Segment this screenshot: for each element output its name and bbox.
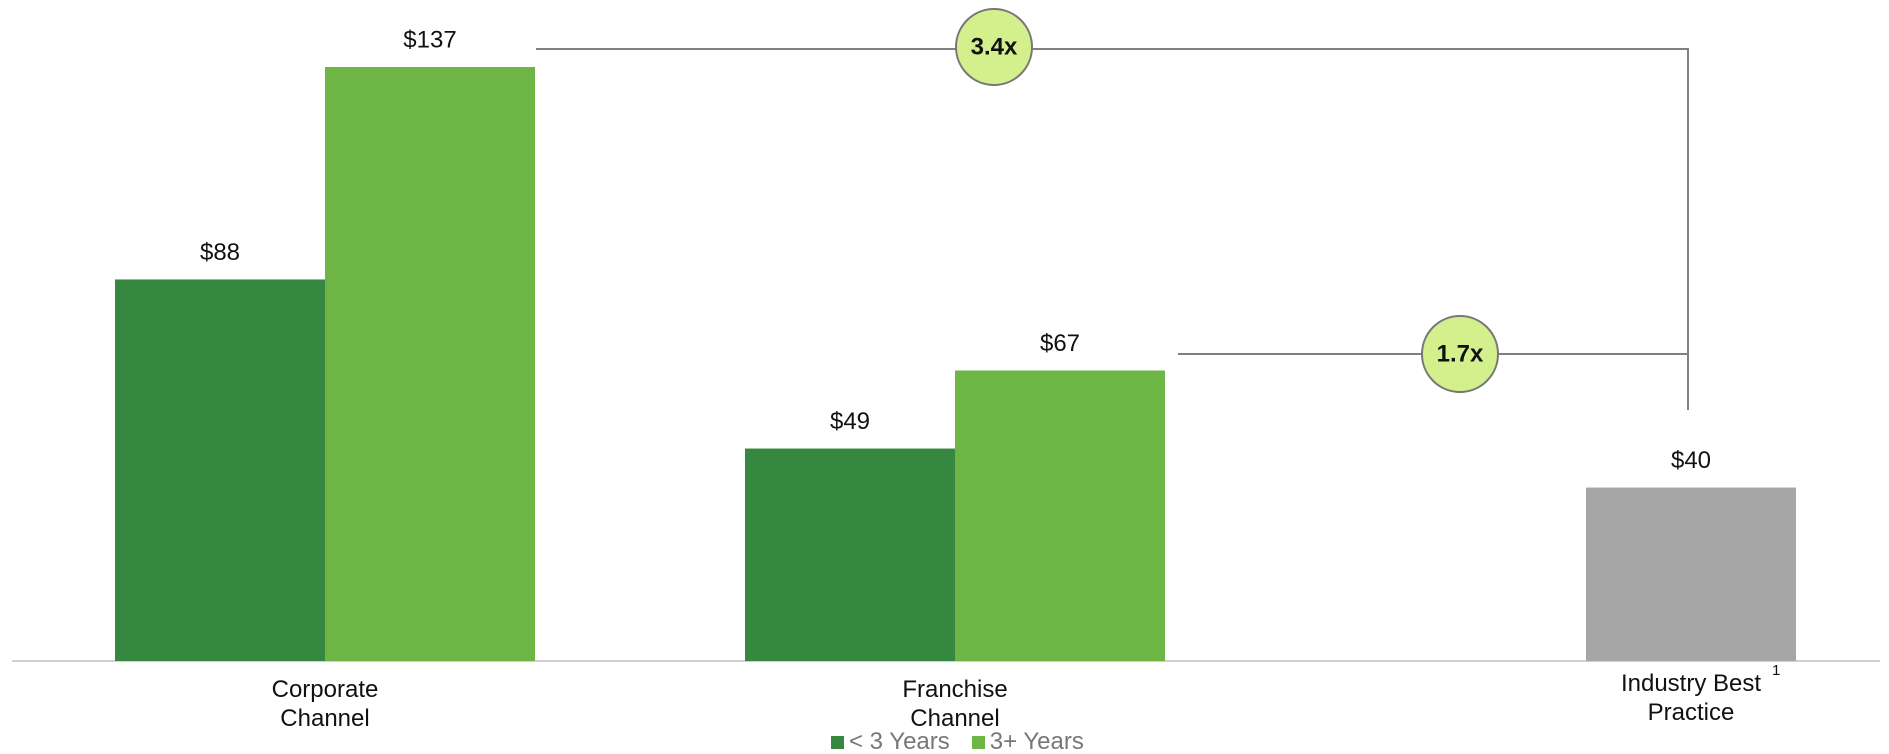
x-tick-label: Industry Best Practice bbox=[1620, 670, 1762, 726]
bar bbox=[955, 370, 1165, 661]
annotation-badge bbox=[955, 8, 1033, 86]
value-label: $67 bbox=[1040, 330, 1080, 357]
bracket bbox=[536, 48, 1689, 410]
value-label: $40 bbox=[1671, 447, 1711, 474]
legend-item: 3+ Years bbox=[971, 728, 1084, 754]
bar bbox=[1586, 487, 1796, 661]
value-label: $137 bbox=[403, 26, 456, 53]
annotation: 3.4x bbox=[971, 33, 1018, 60]
value-label: $49 bbox=[830, 408, 870, 435]
x-tick-label: Corporate Channel bbox=[271, 676, 379, 732]
value-label: $88 bbox=[200, 239, 240, 266]
legend: < 3 Years 3+ Years bbox=[831, 728, 1106, 754]
bar bbox=[115, 279, 325, 661]
legend-swatch bbox=[971, 735, 985, 749]
bar bbox=[745, 448, 955, 661]
footnote-marker: 1 bbox=[1772, 662, 1781, 679]
legend-item: < 3 Years bbox=[831, 728, 950, 754]
annotation-badge bbox=[1421, 315, 1499, 393]
annotation: 1.7x bbox=[1437, 340, 1484, 367]
x-tick-label: Franchise Channel bbox=[902, 676, 1008, 732]
bar bbox=[325, 67, 535, 661]
legend-swatch bbox=[831, 735, 844, 749]
legend-label: 3+ Years bbox=[989, 728, 1084, 754]
legend-label: < 3 Years bbox=[849, 728, 950, 754]
